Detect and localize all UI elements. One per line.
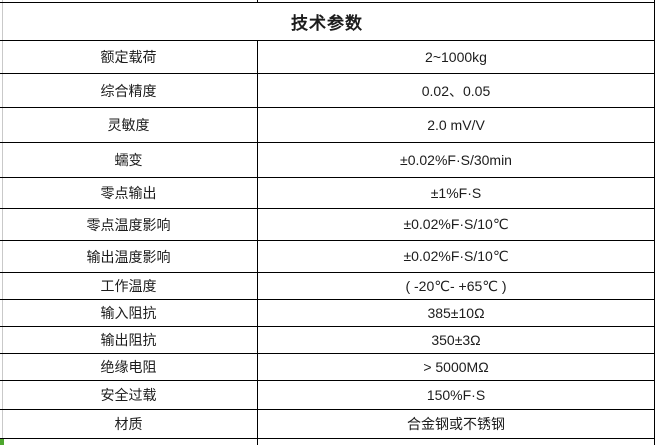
param-value-cell[interactable]: 350±3Ω — [258, 327, 654, 353]
table-row-safe-overload: 安全过载 150%F·S — [0, 381, 654, 410]
param-label: 额定载荷 — [100, 49, 157, 65]
param-label-cell[interactable]: 绝缘电阻 — [0, 354, 258, 380]
param-value: 0.02、0.05 — [421, 82, 491, 99]
sheet-left-gridline — [2, 0, 3, 445]
param-value: ±0.02%F·S/10℃ — [403, 216, 509, 232]
partial-cell — [0, 439, 258, 445]
param-value: ±0.02%F·S/10℃ — [403, 248, 509, 264]
param-value-cell[interactable]: 2~1000kg — [258, 41, 654, 73]
param-label: 绝缘电阻 — [100, 359, 157, 375]
table-row-accuracy: 综合精度 0.02、0.05 — [0, 74, 654, 108]
param-value: 150%F·S — [426, 387, 486, 403]
param-value-cell[interactable]: 0.02、0.05 — [258, 74, 654, 107]
table-row-output-impedance: 输出阻抗 350±3Ω — [0, 327, 654, 354]
param-label: 输入阻抗 — [100, 305, 157, 321]
param-label-cell[interactable]: 蠕变 — [0, 143, 258, 177]
param-label-cell[interactable]: 额定载荷 — [0, 41, 258, 73]
param-label: 零点输出 — [100, 185, 157, 201]
param-value-cell[interactable]: ±0.02%F·S/30min — [258, 143, 654, 177]
param-value: 385±10Ω — [427, 305, 485, 321]
table-title-row[interactable]: 技术参数 — [0, 3, 654, 41]
partial-cell — [258, 0, 654, 2]
table-row-insulation-resistance: 绝缘电阻 > 5000MΩ — [0, 354, 654, 381]
table-row-input-impedance: 输入阻抗 385±10Ω — [0, 300, 654, 327]
table-row-zero-temp-effect: 零点温度影响 ±0.02%F·S/10℃ — [0, 209, 654, 241]
table-row-material: 材质 合金钢或不锈钢 — [0, 410, 654, 439]
param-value: 2~1000kg — [425, 49, 487, 65]
param-label-cell[interactable]: 综合精度 — [0, 74, 258, 107]
param-value-cell[interactable]: ±0.02%F·S/10℃ — [258, 241, 654, 272]
param-label: 蠕变 — [114, 152, 143, 168]
param-value-cell[interactable]: ( -20℃- +65℃ ) — [258, 273, 654, 299]
param-value-cell[interactable]: ±1%F·S — [258, 178, 654, 208]
param-value-cell[interactable]: 2.0 mV/V — [258, 108, 654, 142]
param-value: 合金钢或不锈钢 — [407, 416, 505, 432]
param-label: 零点温度影响 — [86, 216, 171, 233]
selection-corner-mark — [0, 439, 4, 445]
param-label-cell[interactable]: 零点温度影响 — [0, 209, 258, 240]
partial-cell — [258, 439, 654, 445]
param-value: > 5000MΩ — [423, 359, 489, 375]
param-value-cell[interactable]: > 5000MΩ — [258, 354, 654, 380]
param-value: 2.0 mV/V — [427, 117, 485, 133]
partial-row-top — [0, 0, 654, 3]
param-label-cell[interactable]: 零点输出 — [0, 178, 258, 208]
param-label-cell[interactable]: 工作温度 — [0, 273, 258, 299]
param-label-cell[interactable]: 安全过载 — [0, 381, 258, 409]
table-row-zero-output: 零点输出 ±1%F·S — [0, 178, 654, 209]
param-label: 输出阻抗 — [100, 332, 157, 348]
param-value: ±0.02%F·S/30min — [400, 152, 512, 168]
param-label-cell[interactable]: 输出阻抗 — [0, 327, 258, 353]
param-value: ( -20℃- +65℃ ) — [405, 277, 507, 294]
param-label-cell[interactable]: 灵敏度 — [0, 108, 258, 142]
param-value-cell[interactable]: 合金钢或不锈钢 — [258, 410, 654, 438]
table-row-creep: 蠕变 ±0.02%F·S/30min — [0, 143, 654, 178]
param-label: 安全过载 — [100, 387, 157, 403]
param-label: 工作温度 — [100, 278, 157, 294]
param-value-cell[interactable]: 385±10Ω — [258, 300, 654, 326]
param-value-cell[interactable]: ±0.02%F·S/10℃ — [258, 209, 654, 240]
param-label: 综合精度 — [100, 82, 157, 99]
table-title: 技术参数 — [291, 14, 363, 33]
partial-cell — [0, 0, 258, 2]
table-row-operating-temp: 工作温度 ( -20℃- +65℃ ) — [0, 273, 654, 300]
partial-row-bottom — [0, 439, 654, 445]
param-value: 350±3Ω — [431, 332, 481, 348]
table-row-sensitivity: 灵敏度 2.0 mV/V — [0, 108, 654, 143]
param-value-cell[interactable]: 150%F·S — [258, 381, 654, 409]
table-row-rated-load: 额定载荷 2~1000kg — [0, 41, 654, 74]
param-label: 输出温度影响 — [86, 248, 171, 265]
param-label-cell[interactable]: 材质 — [0, 410, 258, 438]
param-value: ±1%F·S — [430, 185, 482, 201]
param-label-cell[interactable]: 输入阻抗 — [0, 300, 258, 326]
param-label-cell[interactable]: 输出温度影响 — [0, 241, 258, 272]
param-label: 材质 — [114, 416, 143, 432]
param-label: 灵敏度 — [107, 117, 150, 133]
table-row-output-temp-effect: 输出温度影响 ±0.02%F·S/10℃ — [0, 241, 654, 273]
